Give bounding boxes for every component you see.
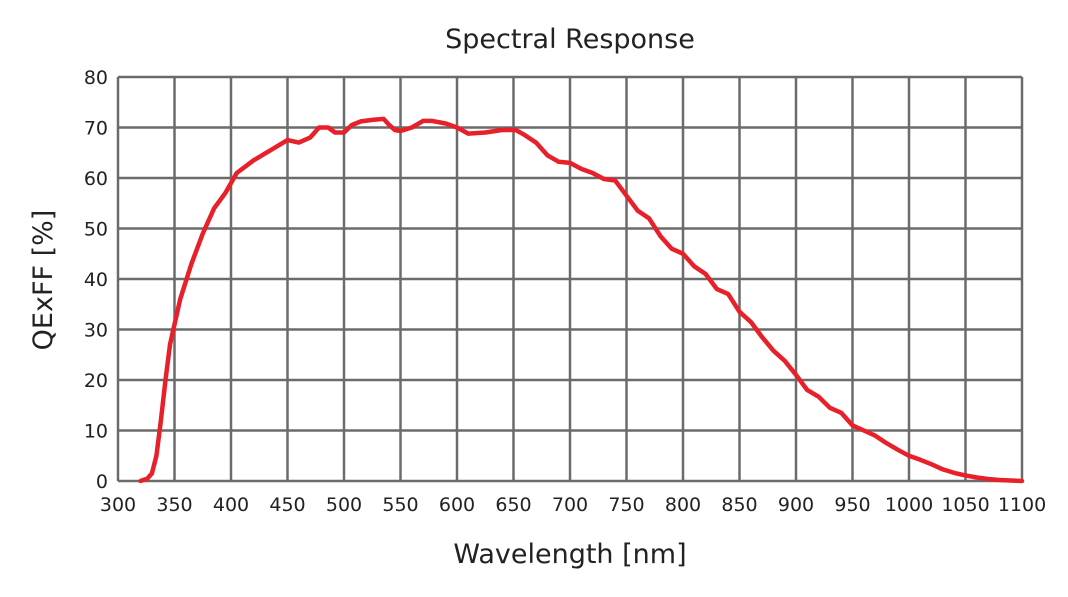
y-tick-label: 60 bbox=[84, 168, 108, 190]
x-tick-label: 750 bbox=[608, 494, 644, 516]
y-tick-label: 50 bbox=[84, 219, 108, 241]
x-tick-label: 650 bbox=[495, 494, 531, 516]
chart-title: Spectral Response bbox=[445, 24, 695, 55]
y-axis-ticks: 0 10 20 30 40 50 60 70 80 bbox=[84, 67, 108, 493]
x-tick-label: 450 bbox=[269, 494, 305, 516]
x-tick-label: 700 bbox=[552, 494, 588, 516]
x-tick-label: 1000 bbox=[885, 494, 933, 516]
x-axis-ticks: 300 350 400 450 500 550 600 650 700 750 800 850 900 9… bbox=[100, 494, 1046, 516]
x-axis-label: Wavelength [nm] bbox=[453, 539, 686, 570]
y-tick-label: 10 bbox=[84, 421, 108, 443]
x-tick-label: 350 bbox=[156, 494, 192, 516]
grid bbox=[116, 75, 1024, 483]
y-tick-label: 0 bbox=[96, 471, 108, 493]
y-tick-label: 70 bbox=[84, 118, 108, 140]
x-tick-label: 800 bbox=[665, 494, 701, 516]
x-tick-label: 600 bbox=[439, 494, 475, 516]
x-tick-label: 950 bbox=[834, 494, 870, 516]
x-tick-label: 550 bbox=[382, 494, 418, 516]
y-tick-label: 20 bbox=[84, 370, 108, 392]
x-tick-label: 300 bbox=[100, 494, 136, 516]
y-tick-label: 80 bbox=[84, 67, 108, 89]
x-tick-label: 500 bbox=[326, 494, 362, 516]
y-axis-label: QExFF [%] bbox=[28, 210, 59, 351]
x-tick-label: 1050 bbox=[941, 494, 989, 516]
x-tick-label: 1100 bbox=[998, 494, 1046, 516]
y-tick-label: 30 bbox=[84, 320, 108, 342]
x-tick-label: 400 bbox=[213, 494, 249, 516]
x-tick-label: 850 bbox=[721, 494, 757, 516]
x-tick-label: 900 bbox=[778, 494, 814, 516]
series-line bbox=[138, 116, 1025, 484]
y-tick-label: 40 bbox=[84, 269, 108, 291]
